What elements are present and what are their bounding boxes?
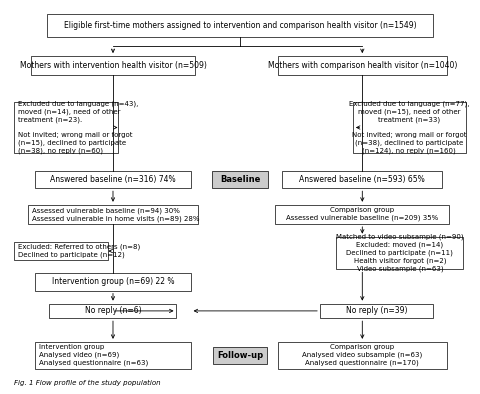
Text: Excluded due to language (n=77),
moved (n=15), need of other
treatment (n=33)

N: Excluded due to language (n=77), moved (… xyxy=(349,101,469,154)
Text: Excluded: Referred to others (n=8)
Declined to participate (n=12): Excluded: Referred to others (n=8) Decli… xyxy=(17,244,140,258)
Text: Excluded due to language (n=43),
moved (n=14), need of other
treatment (n=23).

: Excluded due to language (n=43), moved (… xyxy=(17,101,138,154)
Text: No reply (n=6): No reply (n=6) xyxy=(84,307,141,316)
FancyBboxPatch shape xyxy=(36,342,191,369)
FancyBboxPatch shape xyxy=(277,56,447,75)
FancyBboxPatch shape xyxy=(47,14,433,37)
Text: Eligible first-time mothers assigned to intervention and comparison health visit: Eligible first-time mothers assigned to … xyxy=(64,20,416,30)
FancyBboxPatch shape xyxy=(282,171,442,188)
Text: Comparison group
Analysed video subsample (n=63)
Analysed questionnaire (n=170): Comparison group Analysed video subsampl… xyxy=(302,344,422,366)
FancyBboxPatch shape xyxy=(353,102,466,152)
Text: No reply (n=39): No reply (n=39) xyxy=(346,307,407,316)
Text: Matched to video subsample (n=90)
Excluded: moved (n=14)
Declined to participate: Matched to video subsample (n=90) Exclud… xyxy=(336,234,464,272)
FancyBboxPatch shape xyxy=(275,205,449,224)
Text: Fig. 1 Flow profile of the study population: Fig. 1 Flow profile of the study populat… xyxy=(14,380,161,386)
FancyBboxPatch shape xyxy=(49,303,177,318)
Text: Baseline: Baseline xyxy=(220,175,260,184)
FancyBboxPatch shape xyxy=(213,347,267,364)
Text: Mothers with comparison health visitor (n=1040): Mothers with comparison health visitor (… xyxy=(268,61,457,70)
Text: Intervention group (n=69) 22 %: Intervention group (n=69) 22 % xyxy=(52,277,174,286)
Text: Answered baseline (n=316) 74%: Answered baseline (n=316) 74% xyxy=(50,175,176,184)
FancyBboxPatch shape xyxy=(212,171,268,188)
FancyBboxPatch shape xyxy=(14,242,108,260)
FancyBboxPatch shape xyxy=(336,236,464,269)
FancyBboxPatch shape xyxy=(320,303,433,318)
FancyBboxPatch shape xyxy=(14,102,118,152)
Text: Intervention group
Analysed video (n=69)
Analysed questionnaire (n=63): Intervention group Analysed video (n=69)… xyxy=(39,344,148,366)
Text: Answered baseline (n=593) 65%: Answered baseline (n=593) 65% xyxy=(300,175,425,184)
FancyBboxPatch shape xyxy=(28,205,198,224)
FancyBboxPatch shape xyxy=(277,342,447,369)
Text: Mothers with intervention health visitor (n=509): Mothers with intervention health visitor… xyxy=(20,61,206,70)
Text: Assessed vulnerable baseline (n=94) 30%
Assessed vulnerable in home visits (n=89: Assessed vulnerable baseline (n=94) 30% … xyxy=(32,207,199,222)
FancyBboxPatch shape xyxy=(36,273,191,291)
FancyBboxPatch shape xyxy=(31,56,195,75)
FancyBboxPatch shape xyxy=(36,171,191,188)
Text: Comparison group
Assessed vulnerable baseline (n=209) 35%: Comparison group Assessed vulnerable bas… xyxy=(286,207,438,221)
Text: Follow-up: Follow-up xyxy=(217,351,263,360)
